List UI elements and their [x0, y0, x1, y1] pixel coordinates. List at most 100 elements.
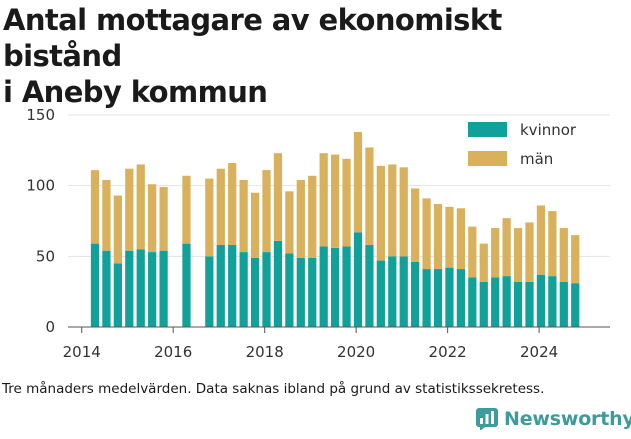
bar-kvinnor	[159, 250, 168, 327]
bar-man	[136, 164, 145, 250]
brand-name: Newsworthy	[504, 408, 631, 430]
bar-man	[239, 180, 248, 253]
bar-man	[205, 178, 214, 257]
legend-swatch	[468, 151, 507, 166]
chart-title-line-2: i Aneby kommun	[3, 75, 268, 109]
bar-man	[513, 228, 523, 282]
bar-man	[182, 175, 191, 244]
bar-kvinnor	[513, 281, 523, 327]
bar-kvinnor	[273, 240, 283, 327]
bar-kvinnor	[525, 281, 534, 327]
legend-label: kvinnor	[520, 121, 577, 139]
bar-man	[571, 235, 580, 284]
bar-kvinnor	[353, 232, 363, 327]
newsworthy-logo-icon	[476, 408, 498, 430]
bar-kvinnor	[536, 274, 546, 327]
bar-man	[228, 163, 237, 246]
bar-man	[216, 168, 225, 246]
x-tick-label: 2014	[63, 343, 101, 361]
bar-kvinnor	[250, 257, 260, 327]
bar-kvinnor	[319, 246, 328, 327]
bar-kvinnor	[228, 245, 237, 327]
bar-man	[479, 243, 488, 282]
bar-kvinnor	[376, 260, 385, 327]
bar-man	[308, 175, 317, 258]
bar-kvinnor	[148, 252, 157, 327]
bar-man	[285, 191, 294, 254]
bar-man	[433, 204, 443, 270]
bar-kvinnor	[365, 245, 374, 327]
bar-man	[559, 228, 568, 282]
bar-kvinnor	[330, 247, 340, 327]
chart-title: Antal mottagare av ekonomiskt bistånd i …	[3, 2, 628, 110]
bar-man	[548, 211, 557, 277]
bar-man	[113, 195, 122, 264]
bar-man	[125, 168, 134, 251]
bar-kvinnor	[216, 245, 225, 327]
y-tick-label: 100	[26, 177, 55, 195]
bar-kvinnor	[399, 256, 408, 327]
chart-title-line-1: Antal mottagare av ekonomiskt bistånd	[3, 3, 502, 73]
bar-kvinnor	[262, 252, 271, 327]
bar-man	[502, 218, 511, 277]
bar-kvinnor	[468, 277, 477, 327]
stacked-bar-chart: 0 50 100 150 2014 2016 2018 2020 2022 2024 kvinnor…	[26, 106, 610, 361]
bar-man	[90, 170, 100, 244]
bar-man	[273, 153, 283, 241]
bar-man	[445, 206, 454, 268]
bar-kvinnor	[479, 281, 488, 327]
bar-kvinnor	[502, 276, 511, 327]
bar-kvinnor	[136, 249, 145, 327]
x-tick-label: 2024	[520, 343, 558, 361]
x-tick-label: 2016	[154, 343, 192, 361]
bar-kvinnor	[342, 246, 351, 327]
bar-man	[262, 170, 271, 253]
chart-caption: Tre månaders medelvärden. Data saknas ib…	[2, 381, 545, 397]
bar-man	[342, 158, 351, 247]
bar-kvinnor	[90, 243, 100, 327]
legend-label: män	[520, 150, 553, 168]
bar-kvinnor	[548, 276, 557, 327]
bar-kvinnor	[296, 257, 305, 327]
bar-kvinnor	[445, 267, 454, 327]
brand-logo[interactable]: Newsworthy	[476, 408, 631, 430]
bar-man	[159, 187, 168, 251]
bar-man	[296, 180, 305, 258]
x-tick-label: 2020	[337, 343, 375, 361]
bar-man	[411, 188, 420, 262]
y-tick-label: 0	[45, 318, 55, 336]
bar-kvinnor	[113, 263, 122, 327]
bar-man	[376, 165, 385, 261]
bar-man	[330, 154, 340, 248]
bar-man	[456, 208, 466, 270]
bar-kvinnor	[125, 250, 134, 327]
bar-kvinnor	[456, 269, 466, 327]
bar-kvinnor	[308, 257, 317, 327]
bar-kvinnor	[433, 269, 443, 327]
bar-man	[491, 228, 500, 278]
bar-kvinnor	[205, 256, 214, 327]
bar-kvinnor	[559, 281, 568, 327]
bar-kvinnor	[571, 283, 580, 327]
bar-man	[365, 147, 374, 246]
bar-kvinnor	[388, 256, 397, 327]
bar-man	[353, 131, 363, 233]
bar-kvinnor	[182, 243, 191, 327]
bar-kvinnor	[422, 269, 431, 327]
x-tick-label: 2018	[246, 343, 284, 361]
y-tick-label: 50	[36, 247, 55, 265]
bar-kvinnor	[102, 250, 111, 327]
bar-man	[399, 167, 408, 257]
bar-man	[422, 198, 431, 270]
bar-kvinnor	[239, 252, 248, 327]
bar-kvinnor	[491, 277, 500, 327]
bar-kvinnor	[285, 253, 294, 327]
legend-swatch	[468, 122, 507, 137]
bar-man	[525, 222, 534, 282]
bar-man	[148, 184, 157, 253]
bar-man	[468, 226, 477, 278]
bar-man	[319, 153, 328, 247]
bar-man	[536, 205, 546, 275]
y-tick-label: 150	[26, 106, 55, 124]
bar-man	[388, 164, 397, 257]
